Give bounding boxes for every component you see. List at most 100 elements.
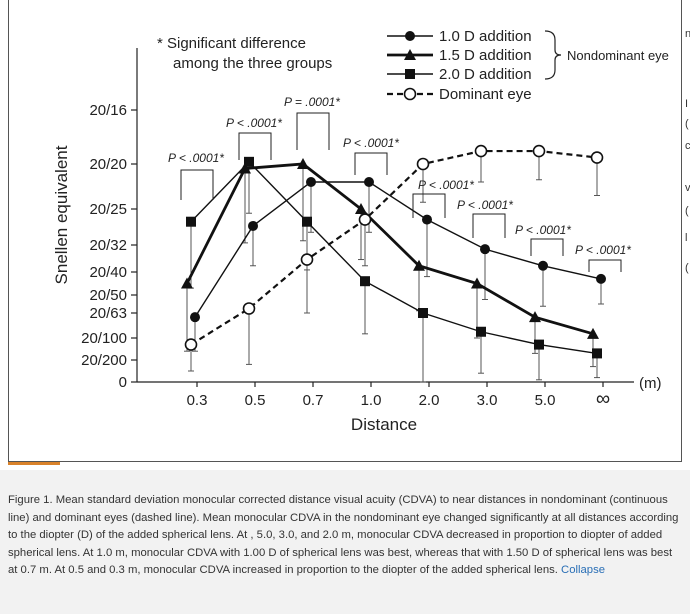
- adjacent-text-edge: n I ( c v ( l (: [683, 0, 690, 300]
- point-square: [418, 308, 428, 318]
- point-circle: [538, 260, 548, 271]
- point-triangle: [239, 162, 251, 174]
- caption-body: Figure 1. Mean standard deviation monocu…: [8, 494, 679, 577]
- edge-char: c: [685, 140, 690, 152]
- edge-char: n: [685, 28, 690, 40]
- point-triangle: [587, 327, 599, 339]
- point-open-circle: [300, 253, 314, 266]
- point-square: [244, 156, 254, 167]
- significance-bracket: [296, 112, 330, 150]
- significance-bracket: [180, 169, 214, 200]
- legend-marker-circle: [405, 31, 415, 41]
- figure-frame: 20/16 20/20 20/25 20/32 20/40 20/50 20/63 20/10…: [8, 0, 682, 462]
- edge-char: (: [685, 262, 689, 274]
- x-tick-label: 0.7: [303, 392, 324, 409]
- significance-label: P < .0001*: [226, 116, 282, 130]
- point-circle: [480, 244, 490, 255]
- edge-char: I: [685, 98, 689, 110]
- point-open-circle: [184, 338, 198, 351]
- edge-char: v: [685, 182, 690, 194]
- legend-label: Dominant eye: [439, 86, 532, 103]
- significance-bracket: [412, 193, 446, 218]
- legend-note-line-1: * Significant difference: [157, 35, 306, 52]
- point-triangle: [471, 277, 483, 289]
- point-square: [476, 326, 486, 337]
- y-tick-label: 20/20: [89, 156, 127, 173]
- point-triangle: [413, 259, 425, 271]
- legend-marker-open-circle: [403, 87, 417, 101]
- accent-bar: [8, 462, 60, 465]
- significance-label: P < .0001*: [168, 151, 224, 165]
- legend: * Significant difference among the three …: [157, 28, 669, 103]
- edge-char: (: [685, 118, 689, 130]
- x-tick-label: 0.5: [245, 392, 266, 409]
- point-triangle: [355, 203, 367, 214]
- point-square: [186, 216, 196, 227]
- y-tick-label: 20/63: [89, 305, 127, 322]
- point-open-circle: [474, 144, 488, 158]
- legend-group-label: Nondominant eye: [567, 48, 669, 63]
- point-open-circle: [532, 144, 546, 158]
- significance-label: P < .0001*: [515, 223, 571, 237]
- significance-label: P = .0001*: [284, 95, 340, 109]
- x-axis-title: Distance: [351, 415, 417, 434]
- point-triangle: [297, 158, 309, 169]
- legend-note-line-2: among the three groups: [173, 55, 332, 72]
- legend-marker-square: [405, 69, 415, 79]
- significance-label: P < .0001*: [457, 198, 513, 212]
- point-open-circle: [416, 157, 430, 171]
- point-square: [592, 348, 602, 359]
- significance-annotations: P < .0001*P < .0001*P = .0001*P < .0001*…: [168, 95, 631, 272]
- significance-label: P < .0001*: [575, 243, 631, 257]
- significance-label: P < .0001*: [343, 136, 399, 150]
- legend-label: 2.0 D addition: [439, 66, 532, 83]
- edge-char: l: [685, 232, 688, 244]
- collapse-link[interactable]: Collapse: [561, 564, 606, 577]
- point-open-circle: [242, 302, 256, 315]
- y-tick-label: 20/100: [81, 330, 127, 347]
- point-circle: [248, 220, 258, 231]
- point-square: [302, 216, 312, 227]
- x-tick-label: 0.3: [187, 392, 208, 409]
- point-open-circle: [358, 213, 372, 226]
- y-tick-label: 20/50: [89, 287, 127, 304]
- legend-marker-triangle: [404, 49, 416, 60]
- y-axis-title: Snellen equivalent: [52, 145, 71, 284]
- point-square: [534, 339, 544, 350]
- series-line-circle: [194, 181, 602, 318]
- x-axis-unit: (m): [639, 375, 662, 392]
- caption-text: Figure 1. Mean standard deviation monocu…: [8, 492, 680, 580]
- figure-caption: Figure 1. Mean standard deviation monocu…: [0, 470, 690, 614]
- significance-bracket: [530, 238, 564, 256]
- series-markers: [181, 144, 606, 359]
- point-square: [360, 276, 370, 287]
- x-tick-label: 1.0: [361, 392, 382, 409]
- x-tick-label: ∞: [596, 388, 610, 410]
- y-tick-label: 20/32: [89, 237, 127, 254]
- point-open-circle: [590, 151, 604, 164]
- y-tick-label: 20/200: [81, 352, 127, 369]
- point-circle: [306, 177, 316, 187]
- point-circle: [364, 177, 374, 187]
- legend-label: 1.5 D addition: [439, 47, 532, 64]
- x-tick-label: 5.0: [535, 392, 556, 409]
- y-tick-label: 20/40: [89, 264, 127, 281]
- point-circle: [596, 273, 606, 284]
- legend-brace: [544, 30, 562, 80]
- significance-bracket: [472, 213, 506, 238]
- legend-label: 1.0 D addition: [439, 28, 532, 45]
- y-tick-label: 20/16: [89, 102, 127, 119]
- point-triangle: [529, 311, 541, 323]
- series-lines: [185, 149, 602, 355]
- y-tick-label: 20/25: [89, 201, 127, 218]
- significance-bracket: [588, 259, 622, 272]
- edge-char: (: [685, 205, 689, 217]
- point-circle: [190, 312, 200, 323]
- significance-bracket: [238, 132, 272, 160]
- series-line-open-circle: [190, 149, 598, 346]
- significance-bracket: [354, 152, 388, 175]
- y-tick-label: 0: [119, 374, 127, 391]
- significance-label: P < .0001*: [418, 178, 474, 192]
- point-triangle: [181, 277, 193, 289]
